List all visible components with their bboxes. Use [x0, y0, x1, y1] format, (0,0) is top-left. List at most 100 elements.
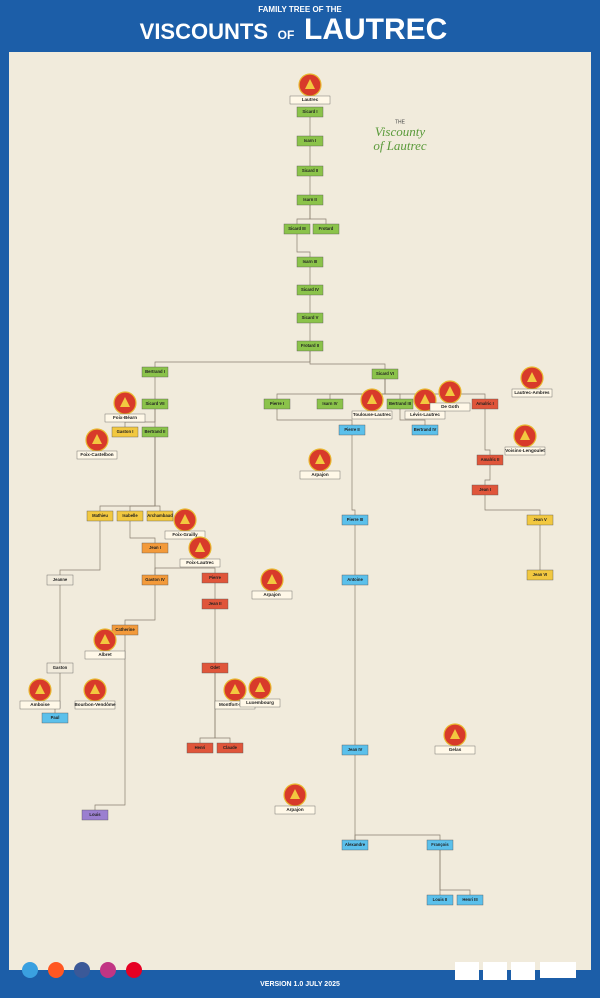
person-name: Jean I	[479, 487, 491, 492]
connector	[384, 379, 486, 399]
person-box	[283, 223, 311, 235]
connector	[484, 409, 491, 455]
person-name: Isarn III	[303, 259, 318, 264]
connector	[439, 850, 471, 895]
person-name: Odet	[210, 665, 220, 670]
arms-charge	[305, 79, 315, 89]
arms-charge	[90, 684, 100, 694]
person-box	[86, 510, 114, 522]
person-box	[371, 368, 399, 380]
person-name: Jean V	[533, 517, 547, 522]
person-box	[411, 424, 439, 436]
intro-the: THE	[395, 119, 406, 125]
person-box	[426, 839, 454, 851]
person-name: Bertrand II	[145, 429, 166, 434]
intro-title: Viscounty	[375, 124, 426, 139]
person-name: Jean I	[149, 545, 161, 550]
person-name: Paul	[51, 715, 60, 720]
person-box	[111, 624, 139, 636]
person-name: Frotard II	[301, 343, 319, 348]
person-box	[341, 744, 369, 756]
person-box	[296, 194, 324, 206]
house-label-box	[251, 590, 293, 600]
person-box	[526, 569, 554, 581]
house-label-box	[19, 700, 61, 710]
arms-charge	[315, 454, 325, 464]
person-name: Sicard II	[302, 168, 318, 173]
connector	[129, 521, 156, 543]
person-name: Sicard VII	[145, 401, 164, 406]
connector	[309, 351, 386, 369]
person-name: Catherine	[115, 627, 135, 632]
person-name: Henri III	[462, 897, 477, 902]
house-label: Lévis-Lautrec	[410, 412, 440, 417]
arms-charge	[180, 514, 190, 524]
person-box	[141, 398, 169, 410]
house-label: De Goth	[441, 404, 459, 409]
arms-charge	[120, 397, 130, 407]
house-label: Luxembourg	[246, 700, 274, 705]
person-name: Pierre III	[347, 517, 364, 522]
person-box	[41, 712, 69, 724]
intro-title: of Lautrec	[373, 138, 427, 153]
person-box	[81, 809, 109, 821]
person-name: Antoine	[347, 577, 363, 582]
house-label: Foix-Grailly	[172, 532, 198, 537]
arms-charge	[527, 372, 537, 382]
person-box	[341, 514, 369, 526]
house-label-box	[239, 698, 281, 708]
house-label-box	[74, 700, 116, 710]
person-box	[116, 510, 144, 522]
house-label-box	[289, 95, 331, 105]
house-label-box	[504, 446, 546, 456]
person-name: Pierre	[209, 575, 222, 580]
person-name: François	[431, 842, 449, 847]
person-box	[471, 398, 499, 410]
house-label-box	[104, 413, 146, 423]
house-label: Lautrec-Ambres	[514, 390, 550, 395]
connector	[94, 635, 126, 810]
social-icons	[22, 962, 576, 980]
person-box	[338, 424, 366, 436]
connector	[351, 435, 356, 515]
arms-charge	[520, 430, 530, 440]
person-box	[111, 426, 139, 438]
person-box	[46, 662, 74, 674]
person-name: Sicard I	[302, 109, 317, 114]
person-name: Jeanne	[53, 577, 68, 582]
person-box	[296, 106, 324, 118]
connector	[484, 465, 491, 485]
person-box	[426, 894, 454, 906]
connector	[484, 495, 541, 515]
connector	[276, 409, 353, 425]
person-name: Pierre I	[270, 401, 284, 406]
person-box	[146, 510, 174, 522]
kicker: FAMILY TREE OF THE	[258, 5, 342, 14]
person-box	[341, 839, 369, 851]
person-box	[316, 398, 344, 410]
person-name: Claude	[223, 745, 238, 750]
person-name: Gaston IV	[145, 577, 165, 582]
person-name: Isabelle	[122, 513, 138, 518]
person-box	[201, 572, 229, 584]
person-name: Jean VI	[533, 572, 548, 577]
house-label-box	[179, 558, 221, 568]
connector	[309, 205, 327, 224]
person-box	[141, 542, 169, 554]
house-label-box	[404, 410, 446, 420]
house-label-box	[434, 745, 476, 755]
title-a: VISCOUNTS	[140, 19, 268, 44]
person-box	[296, 312, 324, 324]
person-name: Henri	[195, 745, 206, 750]
person-name: Gaston	[53, 665, 68, 670]
person-name: Sicard V	[302, 315, 319, 320]
connector	[154, 437, 161, 511]
person-name: Louis II	[433, 897, 448, 902]
connector	[124, 585, 156, 625]
house-label: Foix-Castelbon	[80, 452, 113, 457]
house-label: Arpajon	[263, 592, 281, 597]
arms-charge	[92, 434, 102, 444]
version: VERSION 1.0 JULY 2025	[260, 981, 340, 988]
tree-nodes: Sicard I Isarn I Sicard II Isarn II Sicard I…	[19, 73, 554, 906]
